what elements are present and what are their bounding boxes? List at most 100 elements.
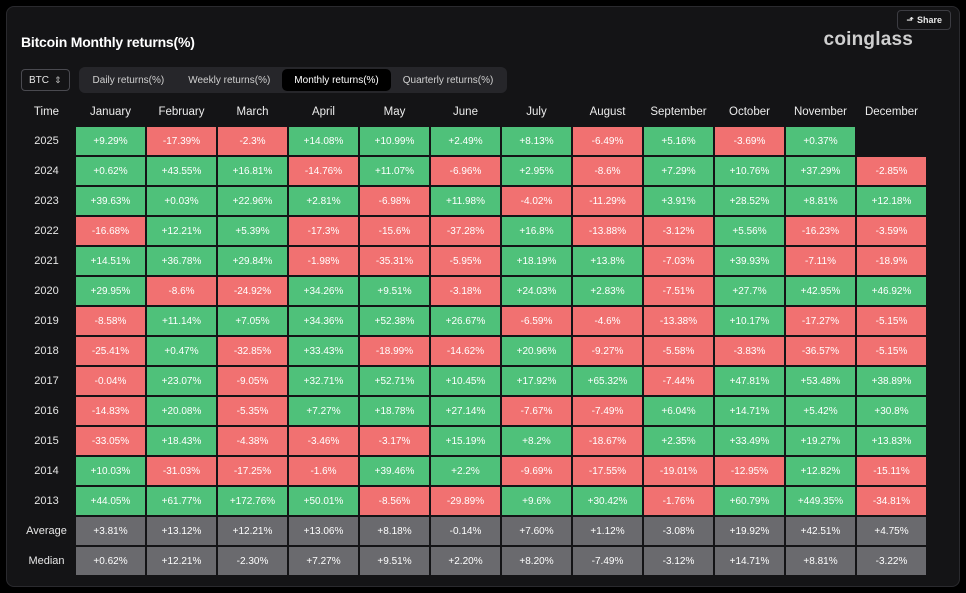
row-year-label: 2024 [34,165,59,177]
row-year-label: 2021 [34,255,59,267]
table-row: 2014 +10.03% -31.03% -17.25% -1.6% +39.46% +2.… [19,457,926,485]
return-cell: -15.6% [360,217,429,245]
stat-cell: +13.12% [147,517,216,545]
return-cell: -25.41% [76,337,145,365]
row-year-label: 2022 [34,225,59,237]
return-cell: +29.84% [218,247,287,275]
return-cell: -3.59% [857,217,926,245]
table-row: 2015 -33.05% +18.43% -4.38% -3.46% -3.17% +15.… [19,427,926,455]
return-cell: -29.89% [431,487,500,515]
stat-cell: +13.06% [289,517,358,545]
return-cell: +2.35% [644,427,713,455]
return-cell: -3.17% [360,427,429,455]
return-cell: -35.31% [360,247,429,275]
return-cell: -5.35% [218,397,287,425]
return-cell: -8.6% [147,277,216,305]
return-cell: +60.79% [715,487,784,515]
return-cell: +34.26% [289,277,358,305]
return-cell: -16.68% [76,217,145,245]
column-header-august: August [589,106,626,118]
return-cell: +0.47% [147,337,216,365]
stat-cell: +12.21% [147,547,216,575]
return-cell: -7.44% [644,367,713,395]
return-cell: -17.25% [218,457,287,485]
column-header-july: July [526,106,547,118]
return-cell: +30.8% [857,397,926,425]
return-cell: -7.67% [502,397,571,425]
return-cell: -7.51% [644,277,713,305]
return-cell: -34.81% [857,487,926,515]
return-cell: +65.32% [573,367,642,395]
return-cell: +16.81% [218,157,287,185]
row-year-label: 2018 [34,345,59,357]
return-cell: +22.96% [218,187,287,215]
tab-quarterly-returns[interactable]: Quarterly returns(%) [402,74,494,86]
return-cell: +24.03% [502,277,571,305]
return-cell: +9.29% [76,127,145,155]
stat-cell: -7.49% [573,547,642,575]
return-cell: +52.38% [360,307,429,335]
return-cell: -9.05% [218,367,287,395]
return-cell: +8.2% [502,427,571,455]
return-cell: -18.9% [857,247,926,275]
return-cell: -1.98% [289,247,358,275]
column-header-january: January [90,106,131,118]
return-cell: +27.7% [715,277,784,305]
return-cell: -14.76% [289,157,358,185]
return-cell: +36.78% [147,247,216,275]
return-cell: -3.83% [715,337,784,365]
return-cell: +12.18% [857,187,926,215]
return-cell: +14.08% [289,127,358,155]
stat-cell: +8.81% [786,547,855,575]
return-cell: -13.38% [644,307,713,335]
return-cell: +9.6% [502,487,571,515]
return-cell: +10.03% [76,457,145,485]
return-cell: -17.3% [289,217,358,245]
column-header-september: September [650,106,707,118]
stat-cell: +8.20% [502,547,571,575]
return-cell: -3.69% [715,127,784,155]
tab-weekly-returns[interactable]: Weekly returns(%) [188,74,271,86]
return-cell: -24.92% [218,277,287,305]
return-cell: +3.91% [644,187,713,215]
stat-cell: +42.51% [786,517,855,545]
stat-cell: +7.60% [502,517,571,545]
table-row: 2013 +44.05% +61.77% +172.76% +50.01% -8.56% -… [19,487,926,515]
return-cell: +52.71% [360,367,429,395]
return-cell: +0.37% [786,127,855,155]
row-year-label: 2014 [34,465,59,477]
return-cell: +38.89% [857,367,926,395]
tab-monthly-returns[interactable]: Monthly returns(%) [282,69,391,91]
return-cell: +7.27% [289,397,358,425]
stat-cell: +19.92% [715,517,784,545]
return-cell: -4.02% [502,187,571,215]
table-row: 2022 -16.68% +12.21% +5.39% -17.3% -15.6% -37.… [19,217,926,245]
return-cell: +33.43% [289,337,358,365]
column-header-february: February [158,106,205,118]
row-year-label: 2023 [34,195,59,207]
return-cell: +23.07% [147,367,216,395]
return-cell: -7.11% [786,247,855,275]
return-cell: -8.56% [360,487,429,515]
return-cell: +16.8% [502,217,571,245]
return-cell: +47.81% [715,367,784,395]
return-cell: +5.56% [715,217,784,245]
return-cell: -13.88% [573,217,642,245]
return-cell: +34.36% [289,307,358,335]
return-cell: -8.58% [76,307,145,335]
table-row: 2024 +0.62% +43.55% +16.81% -14.76% +11.07% -6… [19,157,926,185]
tab-daily-returns[interactable]: Daily returns(%) [92,74,165,86]
share-button[interactable]: ⬏ Share [897,10,951,30]
return-cell: -17.27% [786,307,855,335]
column-header-november: November [793,106,848,118]
return-cell: +12.21% [147,217,216,245]
row-year-label: 2017 [34,375,59,387]
column-header-may: May [383,106,406,118]
return-cell: +28.52% [715,187,784,215]
return-cell: +8.81% [786,187,855,215]
return-cell: -14.62% [431,337,500,365]
return-cell: +53.48% [786,367,855,395]
asset-select[interactable]: BTC ⇕ [21,69,70,91]
return-cell: +39.93% [715,247,784,275]
return-cell: -6.59% [502,307,571,335]
